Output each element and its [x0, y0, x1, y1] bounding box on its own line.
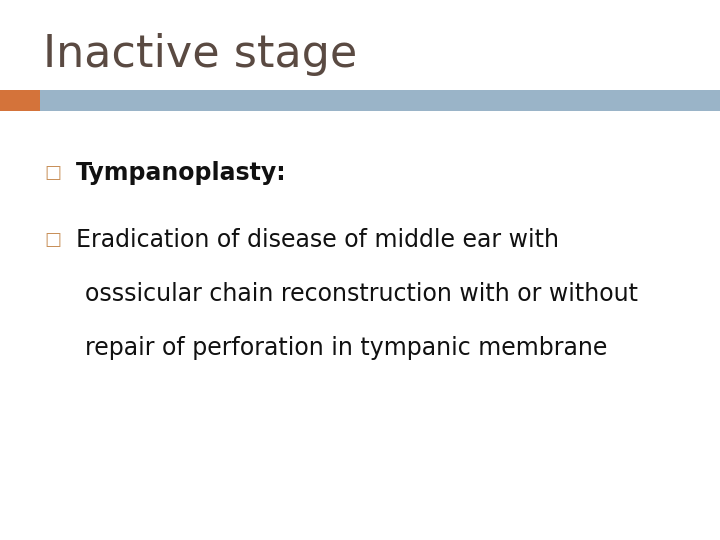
Text: Eradication of disease of middle ear with: Eradication of disease of middle ear wit… [76, 228, 559, 252]
Text: Inactive stage: Inactive stage [43, 32, 357, 76]
Text: repair of perforation in tympanic membrane: repair of perforation in tympanic membra… [85, 336, 608, 360]
Bar [40, 90, 720, 111]
Text: Tympanoplasty:: Tympanoplasty: [76, 161, 287, 185]
Text: □: □ [45, 164, 62, 182]
Text: osssicular chain reconstruction with or without: osssicular chain reconstruction with or … [85, 282, 638, 306]
Text: □: □ [45, 231, 62, 249]
Bar [0, 90, 40, 111]
